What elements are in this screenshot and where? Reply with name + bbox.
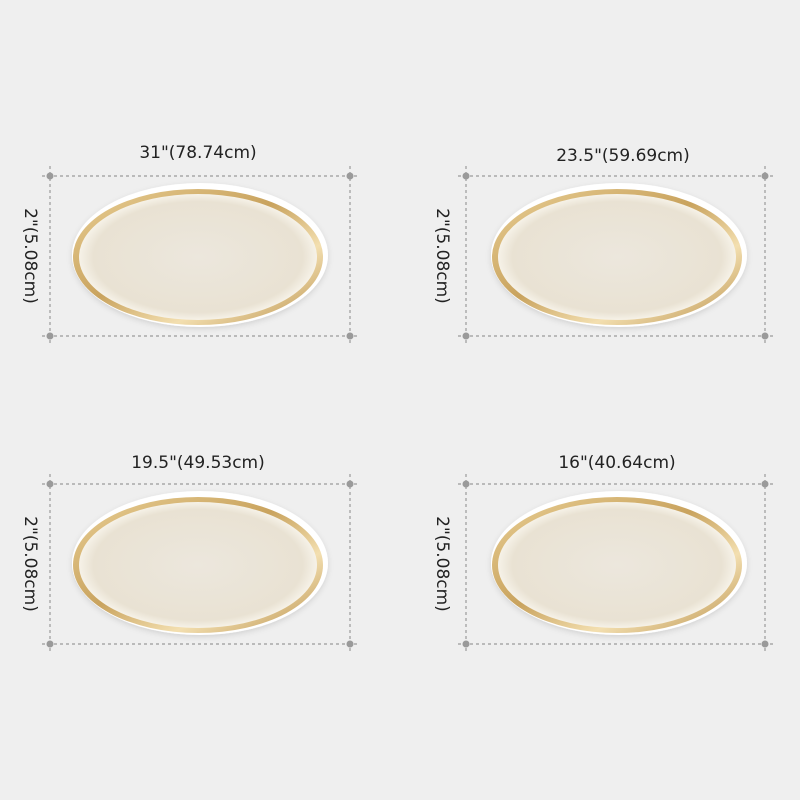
corner-dot bbox=[46, 480, 54, 488]
corner-dot bbox=[761, 640, 769, 648]
corner-dot bbox=[346, 480, 354, 488]
lamp-panel: 31"(78.74cm) 2"(5.08cm) bbox=[20, 143, 358, 346]
height-label: 2"(5.08cm) bbox=[20, 208, 40, 304]
width-label: 19.5"(49.53cm) bbox=[131, 453, 265, 473]
lamp-diffuser bbox=[498, 502, 736, 628]
width-label: 31"(78.74cm) bbox=[139, 143, 256, 163]
corner-dot bbox=[346, 332, 354, 340]
lamp-panel: 19.5"(49.53cm) 2"(5.08cm) bbox=[20, 453, 358, 654]
lamp-diffuser bbox=[79, 194, 317, 320]
height-label: 2"(5.08cm) bbox=[432, 516, 452, 612]
corner-dot bbox=[761, 332, 769, 340]
corner-dot bbox=[761, 480, 769, 488]
lamp-diffuser bbox=[498, 194, 736, 320]
corner-dot bbox=[462, 332, 470, 340]
corner-dot bbox=[462, 480, 470, 488]
width-label: 23.5"(59.69cm) bbox=[556, 146, 690, 166]
corner-dot bbox=[46, 172, 54, 180]
height-label: 2"(5.08cm) bbox=[20, 516, 40, 612]
corner-dot bbox=[46, 640, 54, 648]
corner-dot bbox=[761, 172, 769, 180]
corner-dot bbox=[46, 332, 54, 340]
corner-dot bbox=[462, 640, 470, 648]
lamp-panel: 23.5"(59.69cm) 2"(5.08cm) bbox=[432, 146, 773, 346]
lamp-panel: 16"(40.64cm) 2"(5.08cm) bbox=[432, 453, 773, 654]
width-label: 16"(40.64cm) bbox=[558, 453, 675, 473]
corner-dot bbox=[462, 172, 470, 180]
corner-dot bbox=[346, 640, 354, 648]
corner-dot bbox=[346, 172, 354, 180]
height-label: 2"(5.08cm) bbox=[432, 208, 452, 304]
lamp-diffuser bbox=[79, 502, 317, 628]
